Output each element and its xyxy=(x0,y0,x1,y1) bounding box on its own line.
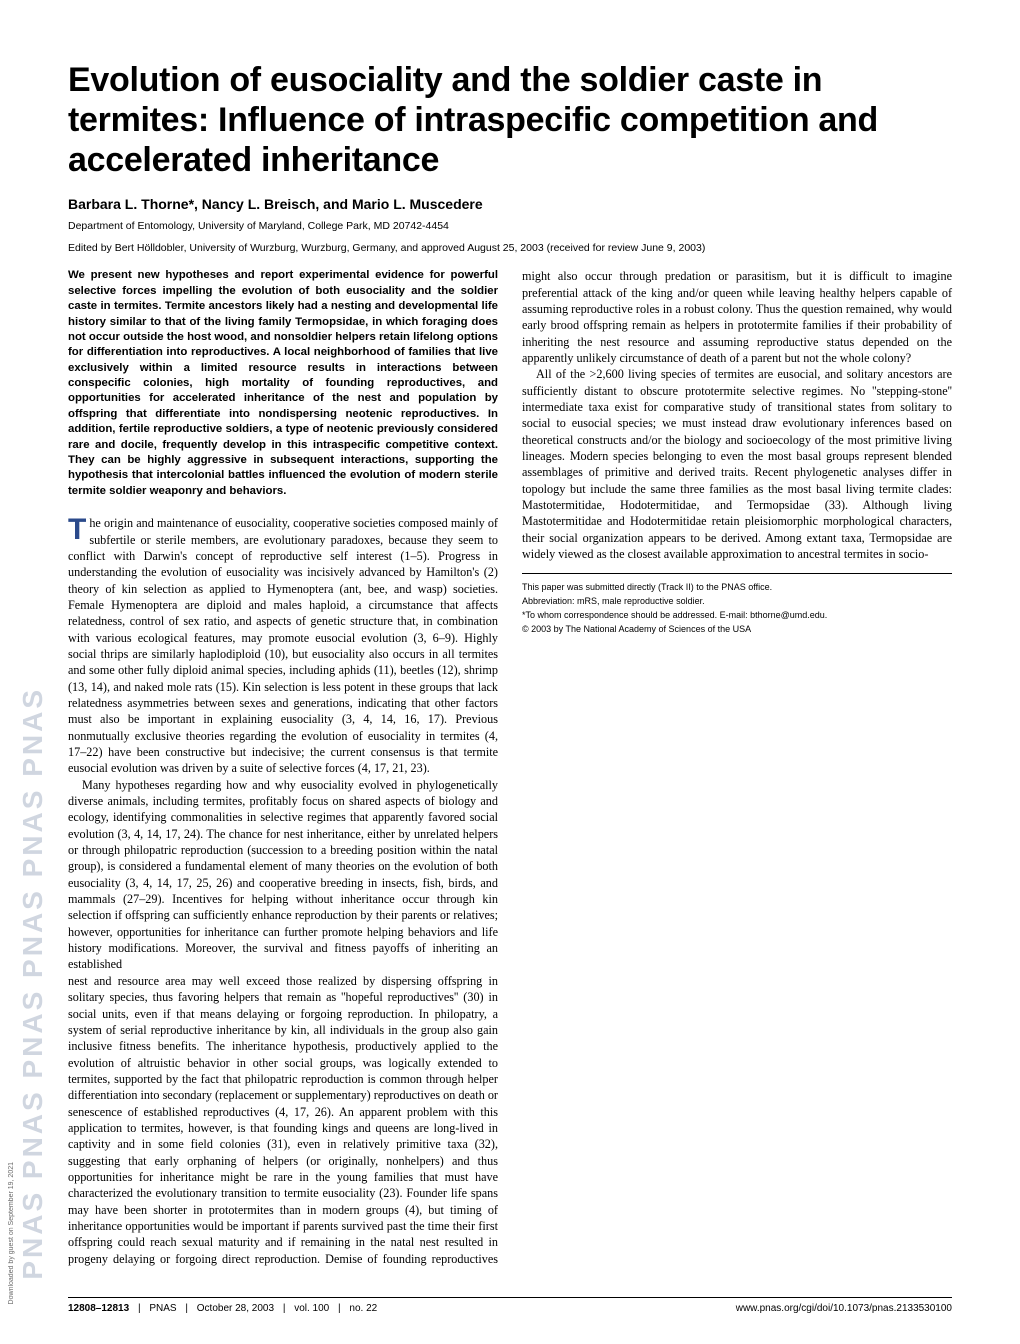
footer-left: 12808–12813 | PNAS | October 28, 2003 | … xyxy=(68,1303,377,1314)
footer-pages: 12808–12813 xyxy=(68,1303,129,1314)
article-title: Evolution of eusociality and the soldier… xyxy=(68,60,952,180)
affiliation-line: Department of Entomology, University of … xyxy=(68,220,952,232)
footnote-correspondence: *To whom correspondence should be addres… xyxy=(522,609,952,621)
footer-vol: vol. 100 xyxy=(294,1303,329,1314)
body-p1-text: he origin and maintenance of eusociality… xyxy=(68,516,498,775)
page-content: Evolution of eusociality and the soldier… xyxy=(0,0,1020,1344)
footnote-track: This paper was submitted directly (Track… xyxy=(522,581,952,593)
edited-by-line: Edited by Bert Hölldobler, University of… xyxy=(68,242,952,254)
footer-sep: | xyxy=(138,1303,141,1314)
body-paragraph-3: All of the >2,600 living species of term… xyxy=(522,366,952,562)
footer-sep: | xyxy=(283,1303,286,1314)
authors-line: Barbara L. Thorne*, Nancy L. Breisch, an… xyxy=(68,196,952,212)
footer-issue: no. 22 xyxy=(349,1303,377,1314)
body-columns: We present new hypotheses and report exp… xyxy=(68,268,952,1278)
abstract-paragraph: We present new hypotheses and report exp… xyxy=(68,268,498,499)
footnote-abbrev: Abbreviation: mRS, male reproductive sol… xyxy=(522,595,952,607)
body-paragraph-1: The origin and maintenance of eusocialit… xyxy=(68,515,498,777)
page-footer: 12808–12813 | PNAS | October 28, 2003 | … xyxy=(68,1297,952,1314)
footnotes-block: This paper was submitted directly (Track… xyxy=(522,573,952,636)
dropcap-letter: T xyxy=(68,515,89,543)
footer-sep: | xyxy=(338,1303,341,1314)
footer-url: www.pnas.org/cgi/doi/10.1073/pnas.213353… xyxy=(736,1303,952,1314)
body-paragraph-2: Many hypotheses regarding how and why eu… xyxy=(68,777,498,973)
footer-sep: | xyxy=(185,1303,188,1314)
footer-date: October 28, 2003 xyxy=(197,1303,274,1314)
footnote-copyright: © 2003 by The National Academy of Scienc… xyxy=(522,623,952,635)
footer-journal: PNAS xyxy=(149,1303,176,1314)
